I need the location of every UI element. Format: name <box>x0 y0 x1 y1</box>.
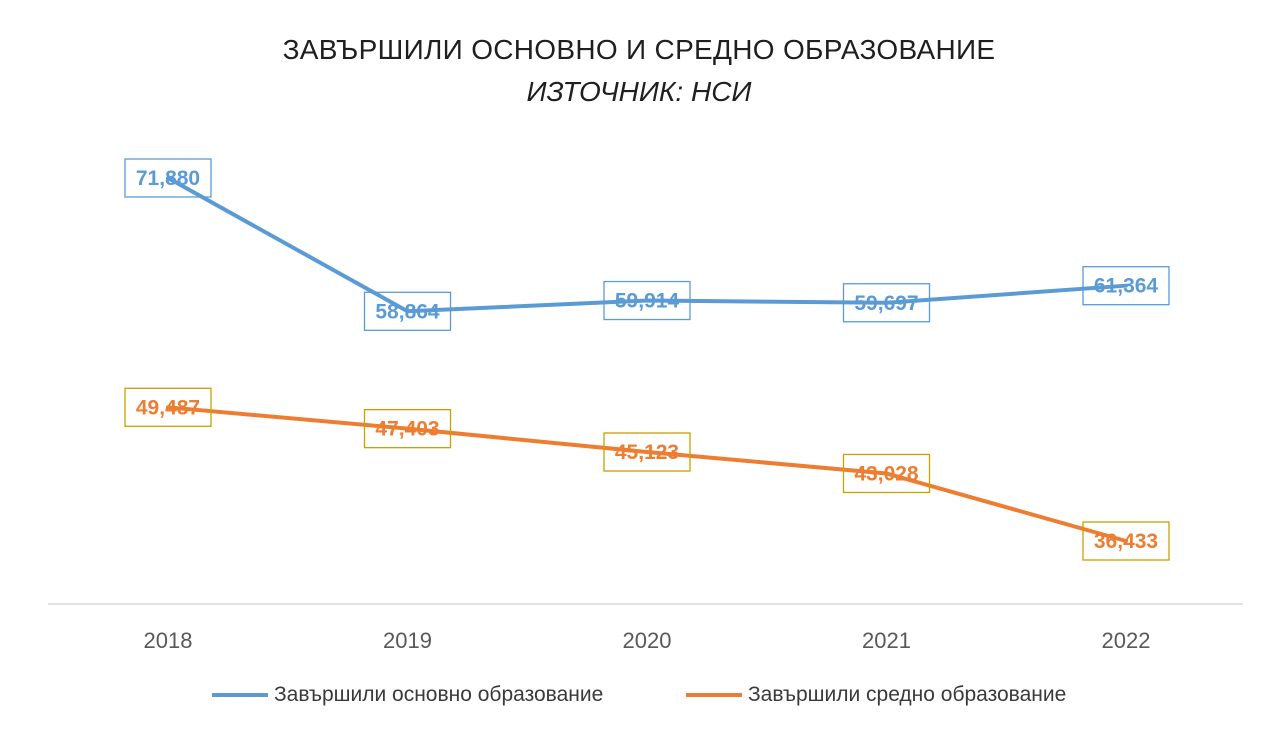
data-labels: 71,880 58,864 59,914 59,697 61,364 49,487 47,4… <box>124 158 1170 561</box>
data-label: 61,364 <box>1094 275 1159 298</box>
x-tick-label: 2022 <box>1102 628 1151 653</box>
x-tick-label: 2019 <box>383 628 432 653</box>
data-label-box <box>842 453 931 494</box>
x-tick-label: 2020 <box>623 628 672 653</box>
legend-label-secondary: Завършили средно образование <box>748 683 1067 706</box>
data-label-box <box>603 432 691 472</box>
x-tick-label: 2021 <box>862 628 911 653</box>
data-label: 45,123 <box>615 441 679 464</box>
data-label: 59,914 <box>615 290 680 313</box>
legend-item-secondary: Завършили средно образование <box>686 680 1066 710</box>
data-label-box <box>363 409 452 449</box>
legend-item-basic: Завършили основно образование <box>212 680 603 710</box>
x-tick-label: 2018 <box>144 628 193 653</box>
chart-subtitle: ИЗТОЧНИК: НСИ <box>526 76 752 107</box>
legend-label-basic: Завършили основно образование <box>274 683 604 706</box>
data-label-box <box>124 387 212 427</box>
data-label: 47,403 <box>375 418 439 441</box>
legend-swatch-secondary <box>686 693 742 697</box>
data-label-box <box>363 291 452 331</box>
chart-title: ЗАВЪРШИЛИ ОСНОВНО И СРЕДНО ОБРАЗОВАНИЕ <box>282 34 996 65</box>
data-label: 49,487 <box>136 396 200 419</box>
data-label-box <box>1082 266 1170 306</box>
x-axis-tick-labels: 2018 2019 2020 2021 2022 <box>144 628 1151 653</box>
data-label-box <box>124 158 212 198</box>
data-label: 59,697 <box>854 292 918 315</box>
data-label: 58,864 <box>375 300 440 323</box>
data-label-box <box>1082 521 1170 561</box>
data-label: 71,880 <box>136 167 200 190</box>
data-label: 36,433 <box>1094 530 1158 553</box>
series-lines <box>166 176 1128 543</box>
legend-swatch-basic <box>212 693 268 697</box>
series-line-1 <box>166 405 1128 543</box>
data-label-box <box>603 280 691 321</box>
data-label: 43,028 <box>854 462 919 485</box>
series-line-0 <box>166 176 1128 314</box>
data-label-box <box>842 283 931 323</box>
